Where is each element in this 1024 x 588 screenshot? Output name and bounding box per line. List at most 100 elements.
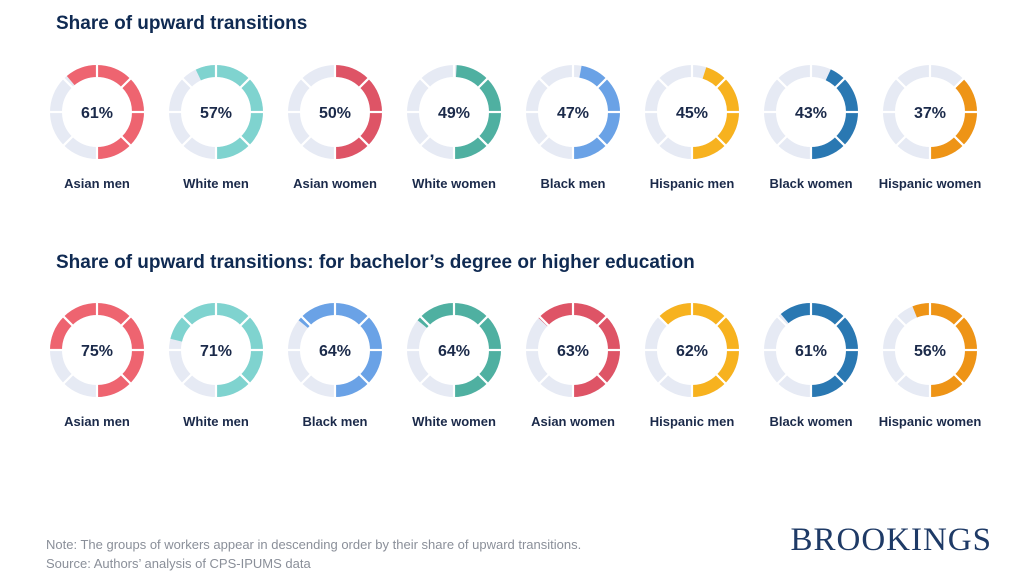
chart-title-bachelors: Share of upward transitions: for bachelo…: [56, 252, 695, 273]
donut-asian-women: 50% Asian women: [276, 64, 394, 204]
donut-segment-divider: [953, 135, 965, 147]
donut-segment-divider: [953, 315, 965, 327]
donut-segment-divider: [300, 135, 312, 147]
donut-segment-divider: [358, 135, 370, 147]
donut-segment-divider: [715, 77, 727, 89]
donut-segment-divider: [834, 373, 846, 385]
donut-segment-divider: [62, 135, 74, 147]
donut-segment-divider: [895, 135, 907, 147]
donut-segment-divider: [596, 315, 608, 327]
footer-source: Source: Authors’ analysis of CPS-IPUMS d…: [46, 556, 311, 571]
donut-segment-divider: [657, 135, 669, 147]
donut-value-label: 64%: [438, 343, 470, 360]
donut-segment-divider: [239, 315, 251, 327]
donut-segment-divider: [181, 373, 193, 385]
donut-value-label: 61%: [81, 105, 113, 122]
donut-black-women: 43% Black women: [752, 64, 870, 204]
donut-category-label: White men: [183, 176, 249, 191]
donut-category-label: Hispanic women: [878, 176, 982, 191]
donut-hispanic-women: 56% Hispanic women: [871, 302, 989, 442]
donut-category-label: Black women: [769, 176, 853, 191]
donut-value-label: 43%: [795, 105, 827, 122]
donut-segment-divider: [538, 373, 550, 385]
donut-value-label: 56%: [914, 343, 946, 360]
donut-svg: 61%: [763, 302, 859, 398]
footer-note: Note: The groups of workers appear in de…: [46, 537, 582, 552]
donut-segment-divider: [834, 77, 846, 89]
donut-segment-divider: [657, 373, 669, 385]
donut-category-label: Black women: [769, 414, 853, 429]
donut-value-label: 71%: [200, 343, 232, 360]
donut-segment-divider: [953, 373, 965, 385]
donut-category-label: Black men: [302, 414, 368, 429]
donut-asian-men: 75% Asian men: [38, 302, 156, 442]
donut-row-all: 61% Asian men 57% White men 50% Asian women 49…: [0, 64, 1024, 204]
donut-segment-divider: [181, 135, 193, 147]
donut-segment-divider: [358, 373, 370, 385]
donut-category-label: White men: [183, 414, 249, 429]
donut-segment-divider: [596, 77, 608, 89]
donut-segment-divider: [715, 135, 727, 147]
footer: Note: The groups of workers appear in de…: [46, 535, 581, 573]
donut-segment-divider: [657, 315, 669, 327]
donut-value-label: 75%: [81, 343, 113, 360]
donut-category-label: Asian women: [531, 414, 615, 429]
donut-segment-divider: [538, 77, 550, 89]
donut-segment-divider: [895, 77, 907, 89]
donut-value-label: 50%: [319, 105, 351, 122]
donut-segment-divider: [477, 373, 489, 385]
donut-segment-divider: [300, 315, 312, 327]
donut-segment-divider: [358, 77, 370, 89]
donut-segment-divider: [776, 135, 788, 147]
donut-segment-divider: [239, 135, 251, 147]
donut-category-label: Hispanic men: [649, 176, 735, 191]
donut-segment-divider: [776, 77, 788, 89]
donut-white-men: 71% White men: [157, 302, 275, 442]
donut-svg: 49%: [406, 64, 502, 160]
donut-segment-divider: [477, 135, 489, 147]
donut-segment-divider: [715, 315, 727, 327]
donut-value-label: 61%: [795, 343, 827, 360]
donut-category-label: White women: [412, 414, 496, 429]
donut-category-label: Asian men: [64, 176, 130, 191]
donut-segment-divider: [120, 315, 132, 327]
donut-segment-divider: [657, 77, 669, 89]
donut-category-label: Hispanic women: [878, 414, 982, 429]
donut-segment-divider: [953, 77, 965, 89]
donut-asian-men: 61% Asian men: [38, 64, 156, 204]
donut-black-men: 64% Black men: [276, 302, 394, 442]
donut-category-label: Asian women: [293, 176, 377, 191]
brookings-logo: BROOKINGS: [790, 522, 992, 558]
chart-title-all: Share of upward transitions: [56, 13, 308, 34]
donut-hispanic-men: 62% Hispanic men: [633, 302, 751, 442]
donut-value-label: 47%: [557, 105, 589, 122]
donut-svg: 57%: [168, 64, 264, 160]
donut-segment-divider: [895, 315, 907, 327]
donut-segment-divider: [596, 135, 608, 147]
donut-value-label: 49%: [438, 105, 470, 122]
donut-segment-divider: [776, 373, 788, 385]
donut-segment-divider: [895, 373, 907, 385]
donut-svg: 62%: [644, 302, 740, 398]
donut-category-label: Black men: [540, 176, 606, 191]
donut-segment-divider: [120, 135, 132, 147]
donut-segment-divider: [120, 77, 132, 89]
donut-segment-divider: [419, 135, 431, 147]
donut-svg: 63%: [525, 302, 621, 398]
donut-segment-divider: [181, 77, 193, 89]
donut-segment-divider: [834, 315, 846, 327]
donut-black-women: 61% Black women: [752, 302, 870, 442]
donut-segment-divider: [239, 77, 251, 89]
donut-asian-women: 63% Asian women: [514, 302, 632, 442]
donut-segment-divider: [62, 77, 74, 89]
donut-white-women: 64% White women: [395, 302, 513, 442]
donut-svg: 75%: [49, 302, 145, 398]
donut-segment-divider: [538, 315, 550, 327]
donut-svg: 47%: [525, 64, 621, 160]
donut-black-men: 47% Black men: [514, 64, 632, 204]
donut-segment-divider: [120, 373, 132, 385]
donut-white-men: 57% White men: [157, 64, 275, 204]
donut-row-bachelors: 75% Asian men 71% White men 64% Black men 64% W…: [0, 302, 1024, 442]
donut-value-label: 45%: [676, 105, 708, 122]
donut-category-label: Hispanic men: [649, 414, 735, 429]
